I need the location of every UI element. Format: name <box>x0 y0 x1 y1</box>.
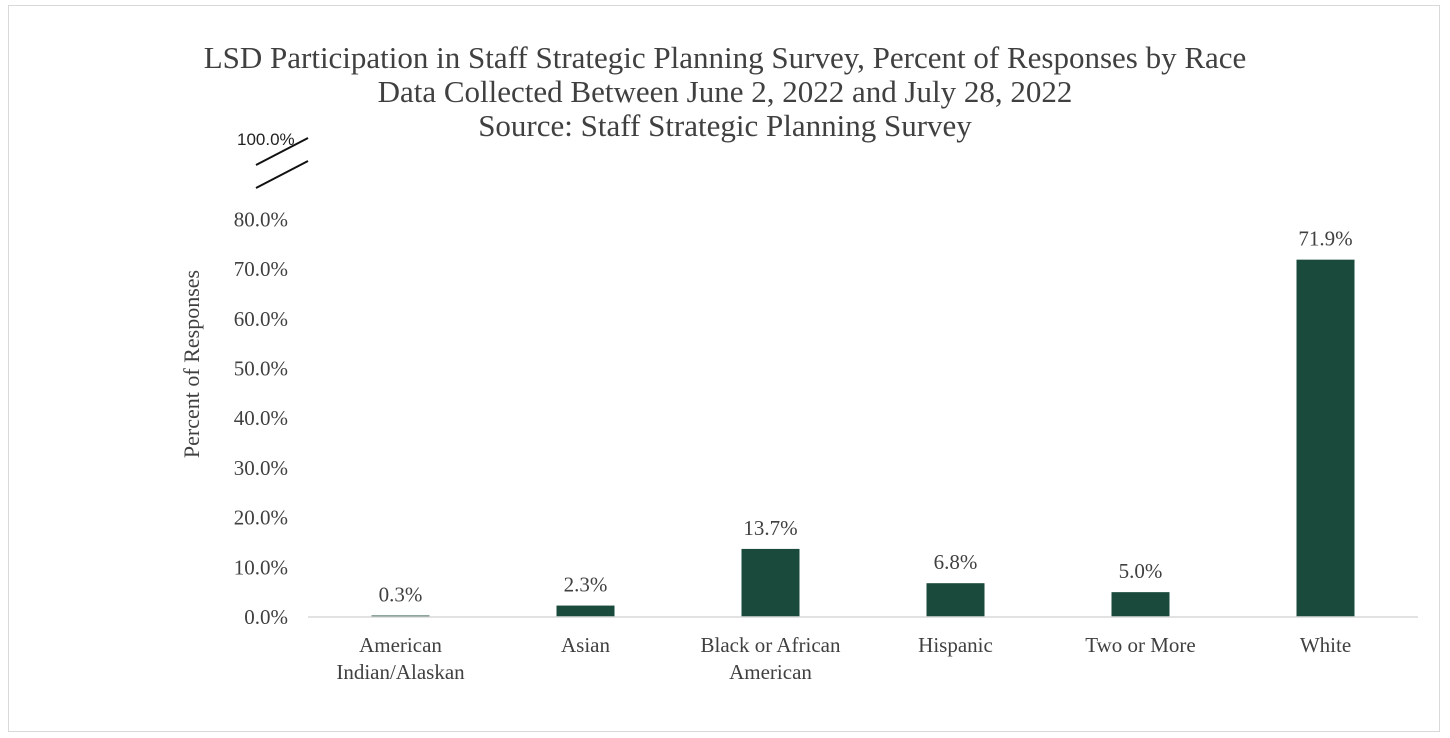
bar <box>1296 259 1355 617</box>
axis-break-label: 100.0% <box>237 130 295 149</box>
data-label: 13.7% <box>743 516 797 540</box>
y-tick-label: 50.0% <box>234 357 288 381</box>
data-label: 71.9% <box>1298 227 1352 251</box>
chart-frame <box>8 5 1440 732</box>
chart-subtitle: Data Collected Between June 2, 2022 and … <box>377 74 1073 109</box>
y-tick-label: 80.0% <box>234 207 288 231</box>
chart-source: Source: Staff Strategic Planning Survey <box>478 108 972 143</box>
data-label: 6.8% <box>934 550 978 574</box>
chart-title: LSD Participation in Staff Strategic Pla… <box>203 40 1247 75</box>
y-tick-label: 10.0% <box>234 555 288 579</box>
y-tick-label: 40.0% <box>234 406 288 430</box>
x-tick-label: Asian <box>561 633 610 657</box>
x-tick-label: American Indian/Alaskan <box>336 633 465 684</box>
y-tick-label: 20.0% <box>234 506 288 530</box>
y-tick-label: 30.0% <box>234 456 288 480</box>
data-label: 5.0% <box>1119 559 1163 583</box>
y-axis-label: Percent of Responses <box>179 270 204 458</box>
y-tick-label: 70.0% <box>234 257 288 281</box>
y-tick-label: 60.0% <box>234 307 288 331</box>
x-tick-label: Hispanic <box>918 633 993 657</box>
bar <box>926 583 985 617</box>
axis-break-mark-upper <box>255 137 309 166</box>
data-label: 0.3% <box>379 583 423 607</box>
bar <box>741 548 800 617</box>
bar <box>1111 592 1170 617</box>
x-tick-label: Black or African American <box>701 633 841 684</box>
y-tick-label: 0.0% <box>244 605 288 629</box>
x-tick-label: White <box>1300 633 1351 657</box>
bar <box>556 605 615 617</box>
axis-break-mark-lower <box>255 160 309 189</box>
x-tick-label: Two or More <box>1085 633 1196 657</box>
data-label: 2.3% <box>564 573 608 597</box>
